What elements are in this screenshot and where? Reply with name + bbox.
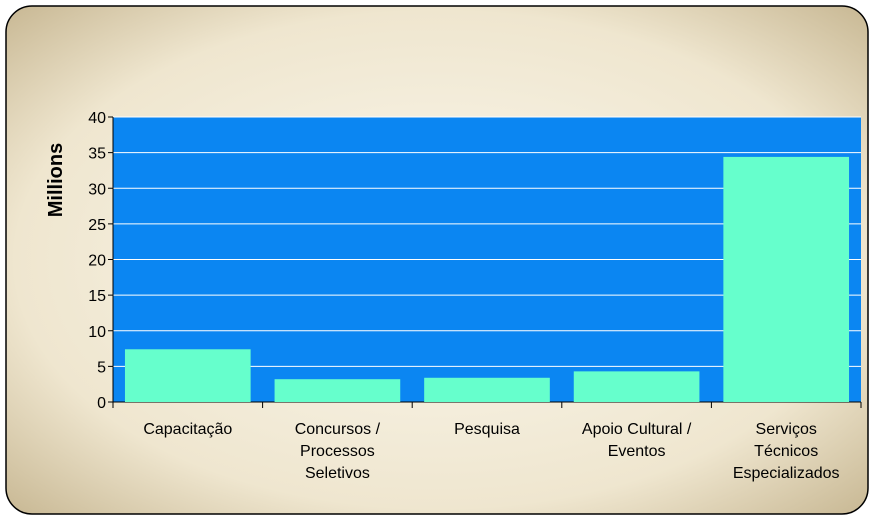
y-tick-label: 30	[88, 181, 106, 198]
bar	[124, 349, 251, 402]
x-tick-label: Concursos / Processos Seletivos	[295, 421, 381, 482]
x-tick-label: Pesquisa	[454, 421, 520, 438]
y-tick-label: 0	[97, 395, 106, 412]
y-tick-label: 5	[97, 359, 106, 376]
y-tick-label: 15	[88, 288, 106, 305]
x-tick-label: Apoio Cultural / Eventos	[582, 421, 692, 460]
bar	[723, 156, 850, 402]
y-tick-label: 35	[88, 146, 106, 163]
y-tick-label: 20	[88, 253, 106, 270]
bar	[274, 379, 401, 402]
x-tick-label: Capacitação	[143, 421, 232, 438]
y-tick-label: 25	[88, 217, 106, 234]
y-axis-label: Millions	[45, 143, 67, 217]
y-tick-label: 10	[88, 324, 106, 341]
bar	[573, 371, 700, 402]
y-tick-label: 40	[88, 110, 106, 127]
bar	[424, 377, 550, 402]
x-tick-label: Serviços Técnicos Especializados	[733, 421, 840, 482]
